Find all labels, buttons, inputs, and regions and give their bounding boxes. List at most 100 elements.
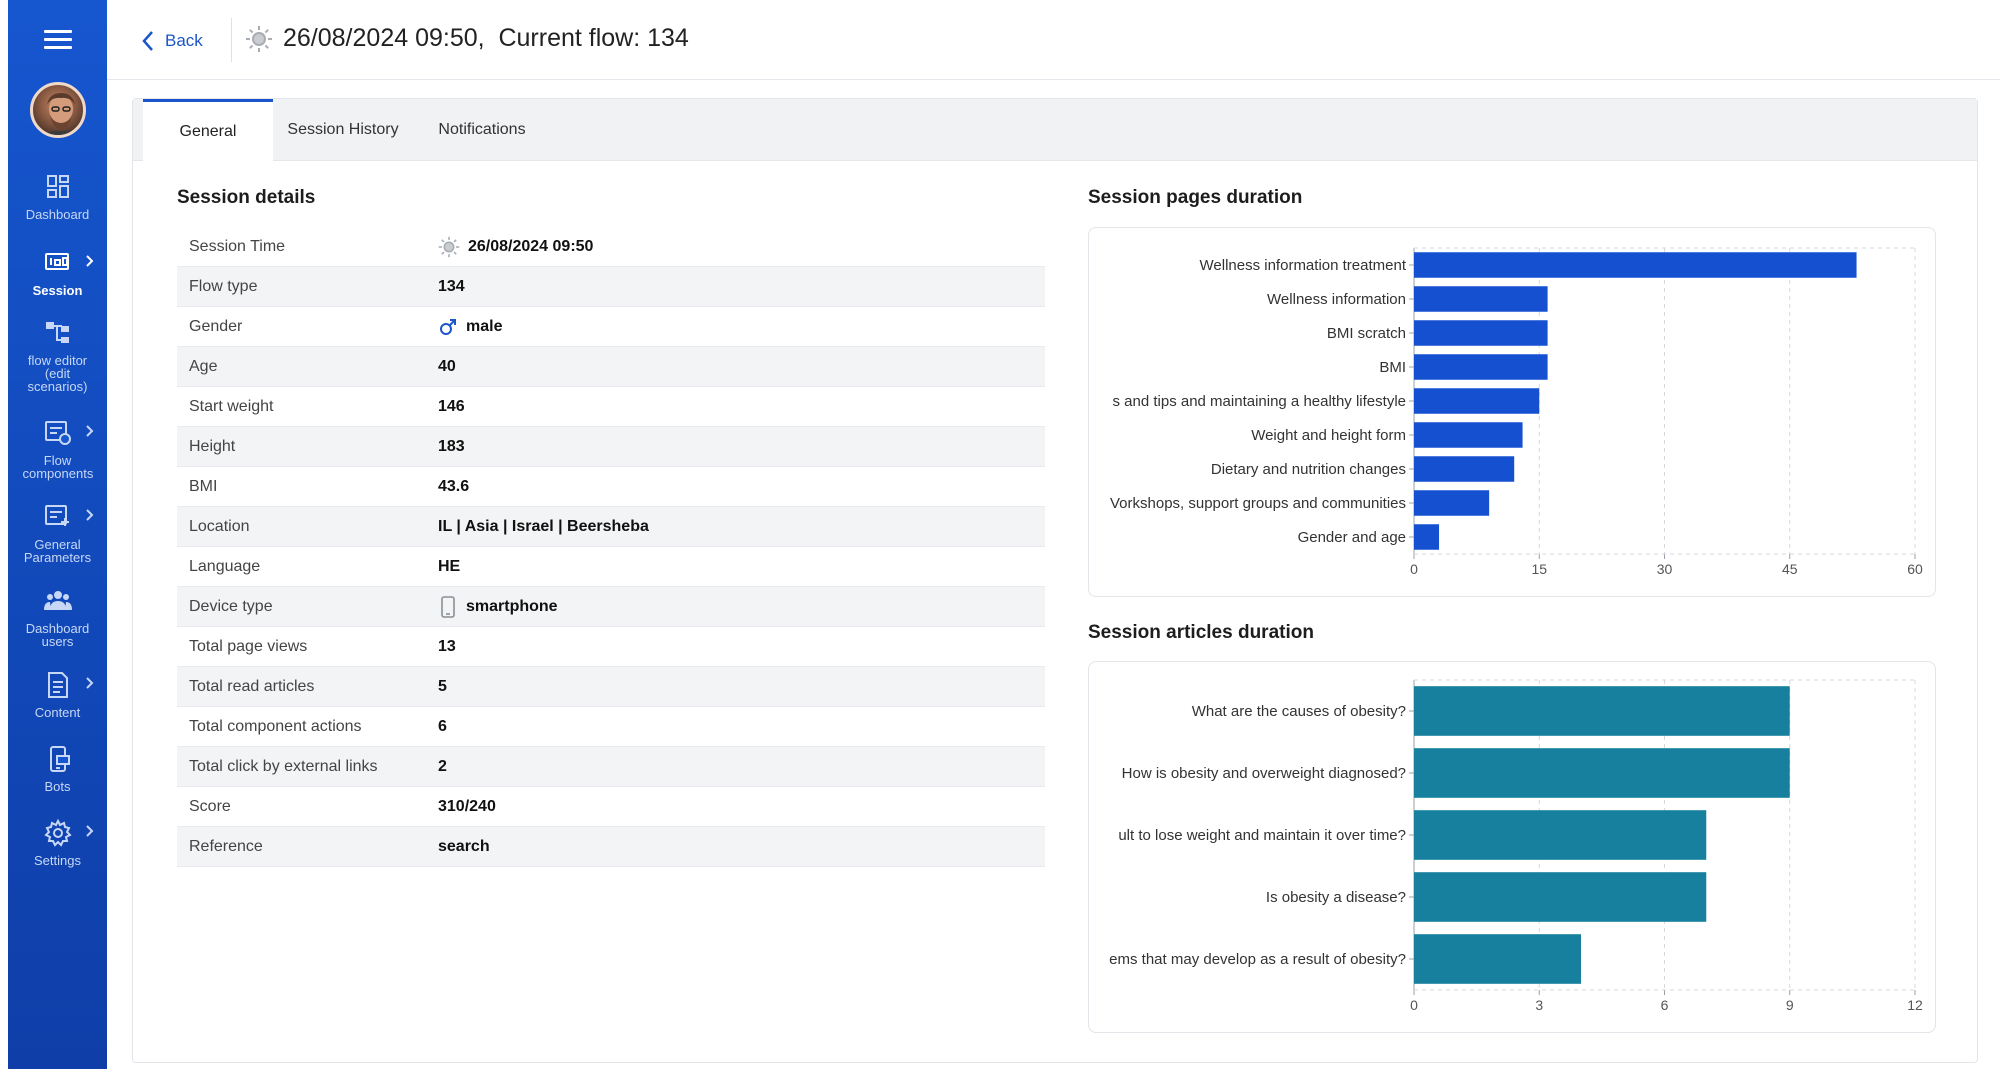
sidebar-item-dashboard-users[interactable]: Dashboard users: [8, 586, 107, 648]
row-label: Language: [189, 557, 261, 575]
dashboard-icon: [46, 175, 69, 198]
articles-chart-title: Session articles duration: [1088, 622, 1314, 643]
row-value-text: 26/08/2024 09:50: [468, 237, 594, 255]
row-value-text: male: [466, 317, 503, 335]
bar: [1414, 748, 1790, 798]
menu-icon[interactable]: [44, 30, 72, 52]
tab-label: Session History: [287, 121, 399, 138]
page-title-text: 26/08/2024 09:50, Current flow: 134: [283, 24, 689, 52]
bots-icon: [49, 746, 70, 772]
y-tick-label: Gender and age: [1298, 529, 1406, 546]
sidebar-item-settings[interactable]: Settings: [8, 818, 107, 867]
tab-general[interactable]: General: [143, 99, 273, 161]
row-label: Total page views: [189, 637, 308, 655]
tab-notifications[interactable]: Notifications: [417, 99, 547, 161]
row-label: Start weight: [189, 397, 274, 415]
bar: [1414, 320, 1548, 346]
x-tick-label: 30: [1657, 561, 1673, 577]
row-value: 134: [438, 277, 465, 295]
flow-editor-icon: [45, 322, 69, 343]
chevron-left-icon: [142, 31, 153, 51]
table-row: Language HE: [177, 547, 1045, 587]
table-row: Age 40: [177, 347, 1045, 387]
table-row: Total page views 13: [177, 627, 1045, 667]
sidebar-item-session[interactable]: Session: [8, 248, 107, 297]
row-label: Session Time: [189, 237, 286, 255]
sidebar-item-general-parameters[interactable]: General Parameters: [8, 502, 107, 564]
row-value: 13: [438, 637, 456, 655]
x-tick-label: 60: [1907, 561, 1923, 577]
sun-icon: [438, 236, 460, 257]
row-value: search: [438, 837, 490, 855]
gear-icon: [43, 818, 72, 847]
sidebar-item-label: Settings: [34, 853, 81, 868]
tab-session-history[interactable]: Session History: [277, 99, 409, 161]
y-tick-label: Weight and height form: [1251, 427, 1406, 444]
row-label: BMI: [189, 477, 218, 495]
table-row: BMI 43.6: [177, 467, 1045, 507]
table-row: Height 183: [177, 427, 1045, 467]
sidebar-item-dashboard[interactable]: Dashboard: [8, 172, 107, 221]
sidebar-item-label: Bots: [44, 779, 71, 794]
bar: [1414, 490, 1490, 516]
y-tick-label: What are the causes of obesity?: [1192, 703, 1406, 720]
smartphone-icon: [441, 595, 455, 618]
back-label: Back: [165, 31, 203, 50]
row-label: Flow type: [189, 277, 258, 295]
row-value: IL | Asia | Israel | Beersheba: [438, 517, 649, 535]
sidebar-item-flow-editor[interactable]: flow editor (edit scenarios): [8, 318, 107, 393]
bar: [1414, 524, 1440, 550]
table-row: Flow type 134: [177, 267, 1045, 307]
y-tick-label: Is obesity a disease?: [1266, 889, 1406, 906]
tab-label: General: [179, 122, 237, 140]
sidebar-item-label: Content: [34, 705, 81, 720]
x-tick-label: 9: [1786, 997, 1794, 1013]
table-row: Gender male: [177, 307, 1045, 347]
sidebar-item-bots[interactable]: Bots: [8, 744, 107, 793]
session-details-title: Session details: [177, 187, 316, 208]
row-value: 5: [438, 677, 447, 695]
chevron-right-icon: [86, 425, 94, 437]
row-value: 26/08/2024 09:50: [438, 236, 593, 258]
session-icon: [44, 253, 69, 270]
x-tick-label: 0: [1410, 997, 1418, 1013]
row-value: 146: [438, 397, 465, 415]
x-tick-label: 15: [1531, 561, 1547, 577]
row-value: 6: [438, 717, 447, 735]
page-title: 26/08/2024 09:50, Current flow: 134: [245, 24, 689, 53]
header-divider: [231, 18, 232, 62]
row-label: Device type: [189, 597, 273, 615]
articles-duration-chart-svg: 0 3 6 9 12 What are the causes of obesity? How…: [1109, 679, 1923, 1013]
sidebar-item-flow-components[interactable]: Flow components: [8, 418, 107, 480]
table-row: Total read articles 5: [177, 667, 1045, 707]
y-tick-label: ult to lose weight and maintain it over …: [1118, 827, 1406, 844]
row-value-text: smartphone: [466, 597, 558, 615]
sidebar-item-content[interactable]: Content: [8, 670, 107, 719]
table-row: Location IL | Asia | Israel | Beersheba: [177, 507, 1045, 547]
flow-components-icon: [44, 421, 71, 445]
male-icon: [440, 318, 456, 335]
row-value: 2: [438, 757, 447, 775]
row-value: HE: [438, 557, 461, 575]
row-label: Location: [189, 517, 250, 535]
row-value: smartphone: [438, 595, 558, 618]
bar: [1414, 872, 1707, 922]
chevron-right-icon: [86, 825, 94, 837]
avatar[interactable]: [30, 82, 86, 138]
row-label: Total click by external links: [189, 757, 378, 775]
back-button[interactable]: Back: [141, 26, 203, 56]
bar: [1414, 422, 1523, 448]
session-card: General Session History Notifications Se…: [132, 98, 1978, 1063]
x-tick-label: 12: [1907, 997, 1923, 1013]
y-tick-label: Vorkshops, support groups and communitie…: [1110, 495, 1406, 512]
row-label: Age: [189, 357, 218, 375]
pages-duration-chart-svg: 0 15 30 45 60 Wellness information treatment W…: [1110, 247, 1923, 577]
general-parameters-icon: [44, 505, 69, 526]
y-tick-label: ems that may develop as a result of obes…: [1109, 951, 1406, 968]
x-tick-label: 6: [1661, 997, 1669, 1013]
row-value: 183: [438, 437, 465, 455]
y-tick-label: Dietary and nutrition changes: [1211, 461, 1406, 478]
x-tick-label: 45: [1782, 561, 1798, 577]
bar: [1414, 456, 1515, 482]
y-tick-label: s and tips and maintaining a healthy lif…: [1112, 393, 1406, 410]
